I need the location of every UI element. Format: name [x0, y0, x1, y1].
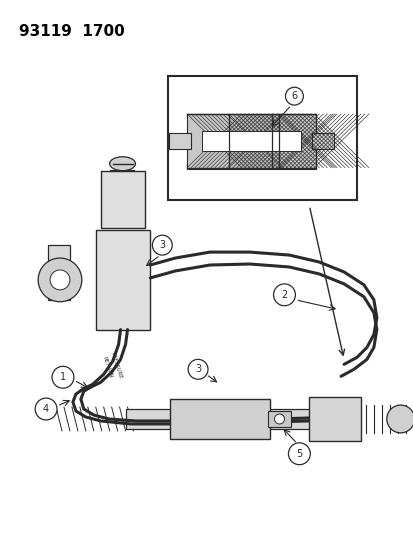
- Bar: [187, 114, 228, 168]
- Circle shape: [274, 414, 284, 424]
- Text: 93119  1700: 93119 1700: [19, 23, 125, 38]
- Text: 5: 5: [296, 449, 302, 459]
- Text: RETURN: RETURN: [102, 356, 113, 378]
- Bar: [170, 399, 269, 439]
- Bar: [168, 76, 356, 200]
- Circle shape: [288, 443, 310, 465]
- Bar: [311, 133, 333, 149]
- Text: PRESSURE: PRESSURE: [110, 351, 123, 379]
- Bar: [278, 114, 316, 168]
- Circle shape: [285, 87, 303, 105]
- Bar: [125, 409, 343, 429]
- Bar: [95, 230, 150, 329]
- Text: 3: 3: [159, 240, 165, 250]
- Bar: [48, 245, 70, 300]
- Bar: [309, 397, 360, 441]
- Text: 4: 4: [43, 404, 49, 414]
- Text: 2: 2: [281, 290, 287, 300]
- Circle shape: [52, 366, 74, 388]
- Circle shape: [38, 258, 82, 302]
- Circle shape: [152, 235, 172, 255]
- Bar: [100, 171, 145, 228]
- Circle shape: [35, 398, 57, 420]
- Bar: [267, 411, 291, 427]
- Text: 6: 6: [291, 91, 297, 101]
- Ellipse shape: [386, 405, 413, 433]
- Bar: [202, 131, 301, 151]
- Circle shape: [273, 284, 295, 306]
- Ellipse shape: [109, 157, 135, 171]
- Circle shape: [188, 359, 207, 379]
- Text: 1: 1: [60, 372, 66, 382]
- Bar: [169, 133, 191, 149]
- Text: 3: 3: [195, 365, 201, 374]
- Bar: [228, 114, 278, 168]
- Circle shape: [50, 270, 70, 290]
